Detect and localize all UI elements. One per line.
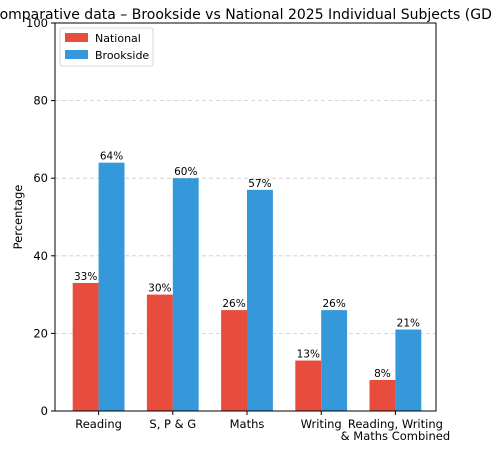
bar-brookside: [247, 189, 273, 411]
bar-national: [146, 294, 173, 411]
data-label: 21%: [397, 318, 420, 330]
x-tick-label: S, P & G: [149, 417, 196, 431]
x-tick-label: Reading: [75, 417, 122, 431]
data-label: 13%: [297, 349, 320, 361]
data-labels: 33% 64% 30% 60% 26% 57% 13% 26% 8% 21%: [74, 151, 420, 380]
x-tick-label: & Maths Combined: [341, 429, 450, 443]
legend-label-brookside: Brookside: [95, 49, 149, 62]
data-label: 30%: [148, 283, 171, 295]
bar-national: [295, 360, 322, 411]
data-label: 60%: [174, 166, 197, 178]
bar-national: [369, 379, 396, 411]
x-axis-ticks: Reading S, P & G Maths Writing Reading, Writ…: [75, 411, 450, 443]
y-axis-label: Percentage: [11, 185, 25, 250]
legend-label-national: National: [95, 32, 141, 45]
bar-brookside: [395, 329, 422, 411]
bar-national: [221, 310, 247, 411]
bar-brookside: [172, 178, 199, 411]
x-tick-label: Reading, Writing: [348, 417, 443, 431]
legend-swatch-brookside: [65, 50, 88, 59]
y-tick-label: 20: [33, 326, 48, 340]
data-label: 26%: [322, 298, 345, 310]
data-label: 26%: [222, 298, 245, 310]
bar-national: [72, 282, 99, 411]
bars: [72, 162, 422, 411]
bar-brookside: [321, 310, 348, 411]
x-tick-label: Writing: [301, 417, 342, 431]
y-tick-label: 100: [26, 16, 48, 30]
data-label: 33%: [74, 271, 97, 283]
legend-swatch-national: [65, 33, 88, 42]
bar-brookside: [98, 162, 125, 411]
x-tick-label: Maths: [230, 417, 265, 431]
legend: National Brookside: [59, 27, 154, 67]
y-tick-label: 40: [33, 249, 48, 263]
y-axis-ticks: 0 20 40 60 80 100: [26, 16, 55, 418]
y-tick-label: 80: [33, 94, 48, 108]
data-label: 57%: [248, 178, 271, 190]
y-tick-label: 0: [41, 404, 48, 418]
y-tick-label: 60: [33, 171, 48, 185]
plot-frame: [54, 22, 437, 412]
data-label: 64%: [100, 151, 123, 163]
data-label: 8%: [374, 368, 391, 380]
chart-title: Comparative data – Brookside vs National…: [0, 7, 492, 23]
